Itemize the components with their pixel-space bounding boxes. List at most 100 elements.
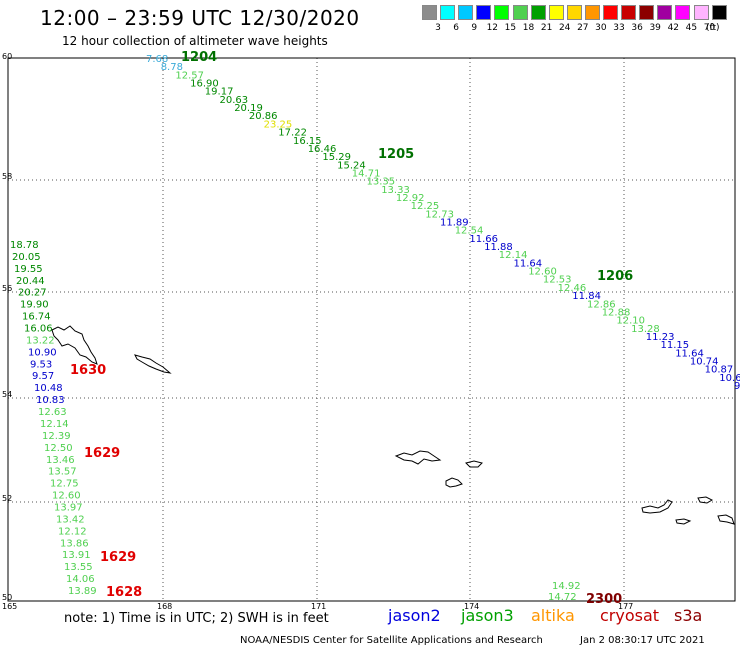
pass-time-label: 1629 xyxy=(84,446,120,461)
scale-swatch xyxy=(675,5,691,20)
wave-height-label: 12.14 xyxy=(40,419,69,430)
lat-tick-label: 60 xyxy=(2,52,12,61)
scale-label: 24 xyxy=(558,23,571,33)
scale-label: 45 xyxy=(685,23,698,33)
wave-height-label: 12.50 xyxy=(44,443,73,454)
wave-height-label: 10.83 xyxy=(36,395,65,406)
lon-tick-label: 174 xyxy=(464,602,479,611)
longitude-labels: 165 168 171 174 177 xyxy=(2,602,633,611)
wave-height-label: 15.29 xyxy=(322,152,351,163)
scale-label: 6 xyxy=(453,23,459,33)
wave-height-label: 11.66 xyxy=(469,234,498,245)
wave-height-label: 16.46 xyxy=(308,144,337,155)
island-amchitka-1 xyxy=(641,499,673,514)
island-amchitka-2 xyxy=(697,496,714,504)
wave-height-label: 13.55 xyxy=(64,562,93,573)
coastlines xyxy=(51,325,735,525)
wave-height-label: 13.46 xyxy=(46,455,75,466)
island-amchitka-3 xyxy=(717,514,735,525)
wave-height-label: 11.89 xyxy=(440,218,469,229)
wave-height-label: 16.06 xyxy=(24,324,53,335)
wave-height-label: 12.75 xyxy=(50,479,79,490)
wave-height-label: 7.68 xyxy=(146,54,168,65)
scale-label: 15 xyxy=(504,23,517,33)
pass-time-labels: 1204 1205 1206 1630 1629 1629 1628 2300 xyxy=(70,50,633,607)
pass-time-label: 2300 xyxy=(586,592,622,607)
satellite-legend-item: s3a xyxy=(674,606,703,625)
scale-label: 9 xyxy=(471,23,478,33)
wave-height-label: 19.55 xyxy=(14,264,43,275)
wave-height-label: 12.12 xyxy=(58,526,87,537)
lat-lon-grid xyxy=(8,58,735,601)
wave-height-label: 14.92 xyxy=(552,581,581,592)
wave-height-label: 11.15 xyxy=(661,340,690,351)
satellite-legend-item: altika xyxy=(531,606,575,625)
satellite-legend-item: jason2 xyxy=(388,606,441,625)
pass-time-label: 1630 xyxy=(70,363,106,378)
scale-label: 3 xyxy=(435,23,441,33)
wave-height-label: 13.86 xyxy=(60,538,89,549)
wave-height-label: 12.25 xyxy=(411,201,440,212)
wave-height-label: 20.63 xyxy=(220,95,249,106)
wave-height-label: 12.14 xyxy=(499,250,528,261)
wave-height-label: 11.64 xyxy=(514,258,543,269)
satellite-legend-item: cryosat xyxy=(600,606,660,625)
wave-height-label: 20.19 xyxy=(234,103,263,114)
scale-swatch xyxy=(512,5,528,20)
lon-tick-label: 177 xyxy=(618,602,633,611)
wave-height-label: 9 xyxy=(734,381,740,392)
wave-height-label: 11.64 xyxy=(675,348,704,359)
lat-tick-label: 56 xyxy=(2,284,12,293)
wave-height-label: 11.88 xyxy=(484,242,513,253)
wave-height-label: 23.25 xyxy=(264,119,293,130)
scale-swatch xyxy=(422,5,437,20)
wave-height-label: 19.17 xyxy=(205,87,234,98)
island-rat-islands xyxy=(675,518,692,525)
wave-height-label: 17.22 xyxy=(278,128,307,139)
map-title: 12:00 – 23:59 UTC 12/30/2020 xyxy=(40,6,360,30)
lat-tick-label: 58 xyxy=(2,172,12,181)
lon-tick-label: 171 xyxy=(311,602,326,611)
wave-height-label: 10.48 xyxy=(34,383,63,394)
scale-label: 70 xyxy=(703,23,716,33)
credit-text: NOAA/NESDIS Center for Satellite Applica… xyxy=(240,635,543,646)
wave-height-label: 12.86 xyxy=(587,299,616,310)
scale-swatch xyxy=(657,5,673,20)
scale-swatch xyxy=(693,5,709,20)
lon-tick-label: 168 xyxy=(157,602,172,611)
scale-swatch xyxy=(603,5,618,20)
wave-height-label: 13.28 xyxy=(631,324,660,335)
wave-height-label: 9.53 xyxy=(30,359,52,370)
wave-height-label: 15.24 xyxy=(337,160,366,171)
wave-height-label: 10.90 xyxy=(28,347,57,358)
wave-height-label: 12.88 xyxy=(602,307,631,318)
wave-height-label: 20.05 xyxy=(12,252,41,263)
scale-swatch xyxy=(458,5,474,20)
pass-time-label: 1205 xyxy=(378,147,414,162)
wave-height-label: 12.46 xyxy=(558,283,587,294)
wave-height-label: 14.06 xyxy=(66,574,95,585)
wave-height-label: 8.78 xyxy=(161,62,183,73)
scale-swatch xyxy=(584,5,600,20)
generated-timestamp: Jan 2 08:30:17 UTC 2021 xyxy=(580,635,705,646)
pass-time-label: 1628 xyxy=(106,585,142,600)
wave-height-label: 13.22 xyxy=(26,335,55,346)
scale-swatch xyxy=(476,5,492,20)
wave-height-label: 10.6 xyxy=(719,373,740,384)
wave-height-label: 13.42 xyxy=(56,514,85,525)
wave-height-label: 20.27 xyxy=(18,288,47,299)
island-agattu xyxy=(134,354,172,374)
map-frame xyxy=(7,57,736,602)
island-kiska xyxy=(394,450,442,465)
wave-height-label: 14.72 xyxy=(548,592,577,603)
wave-height-label: 20.44 xyxy=(16,276,45,287)
wave-height-label: 13.91 xyxy=(62,550,91,561)
wave-height-label: 20.86 xyxy=(249,111,278,122)
scale-label: 21 xyxy=(540,23,553,33)
wave-height-label: 13.57 xyxy=(48,467,77,478)
scale-label: 33 xyxy=(613,23,625,33)
wave-height-label: 12.60 xyxy=(528,267,557,278)
lat-tick-label: 50 xyxy=(2,593,12,602)
wave-height-label: 14.71 xyxy=(352,168,381,179)
scale-swatch xyxy=(440,5,456,20)
